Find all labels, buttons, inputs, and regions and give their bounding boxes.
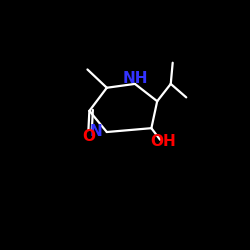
Text: OH: OH	[150, 134, 176, 149]
Text: O: O	[82, 129, 95, 144]
Text: NH: NH	[122, 70, 148, 86]
Text: N: N	[90, 124, 102, 138]
